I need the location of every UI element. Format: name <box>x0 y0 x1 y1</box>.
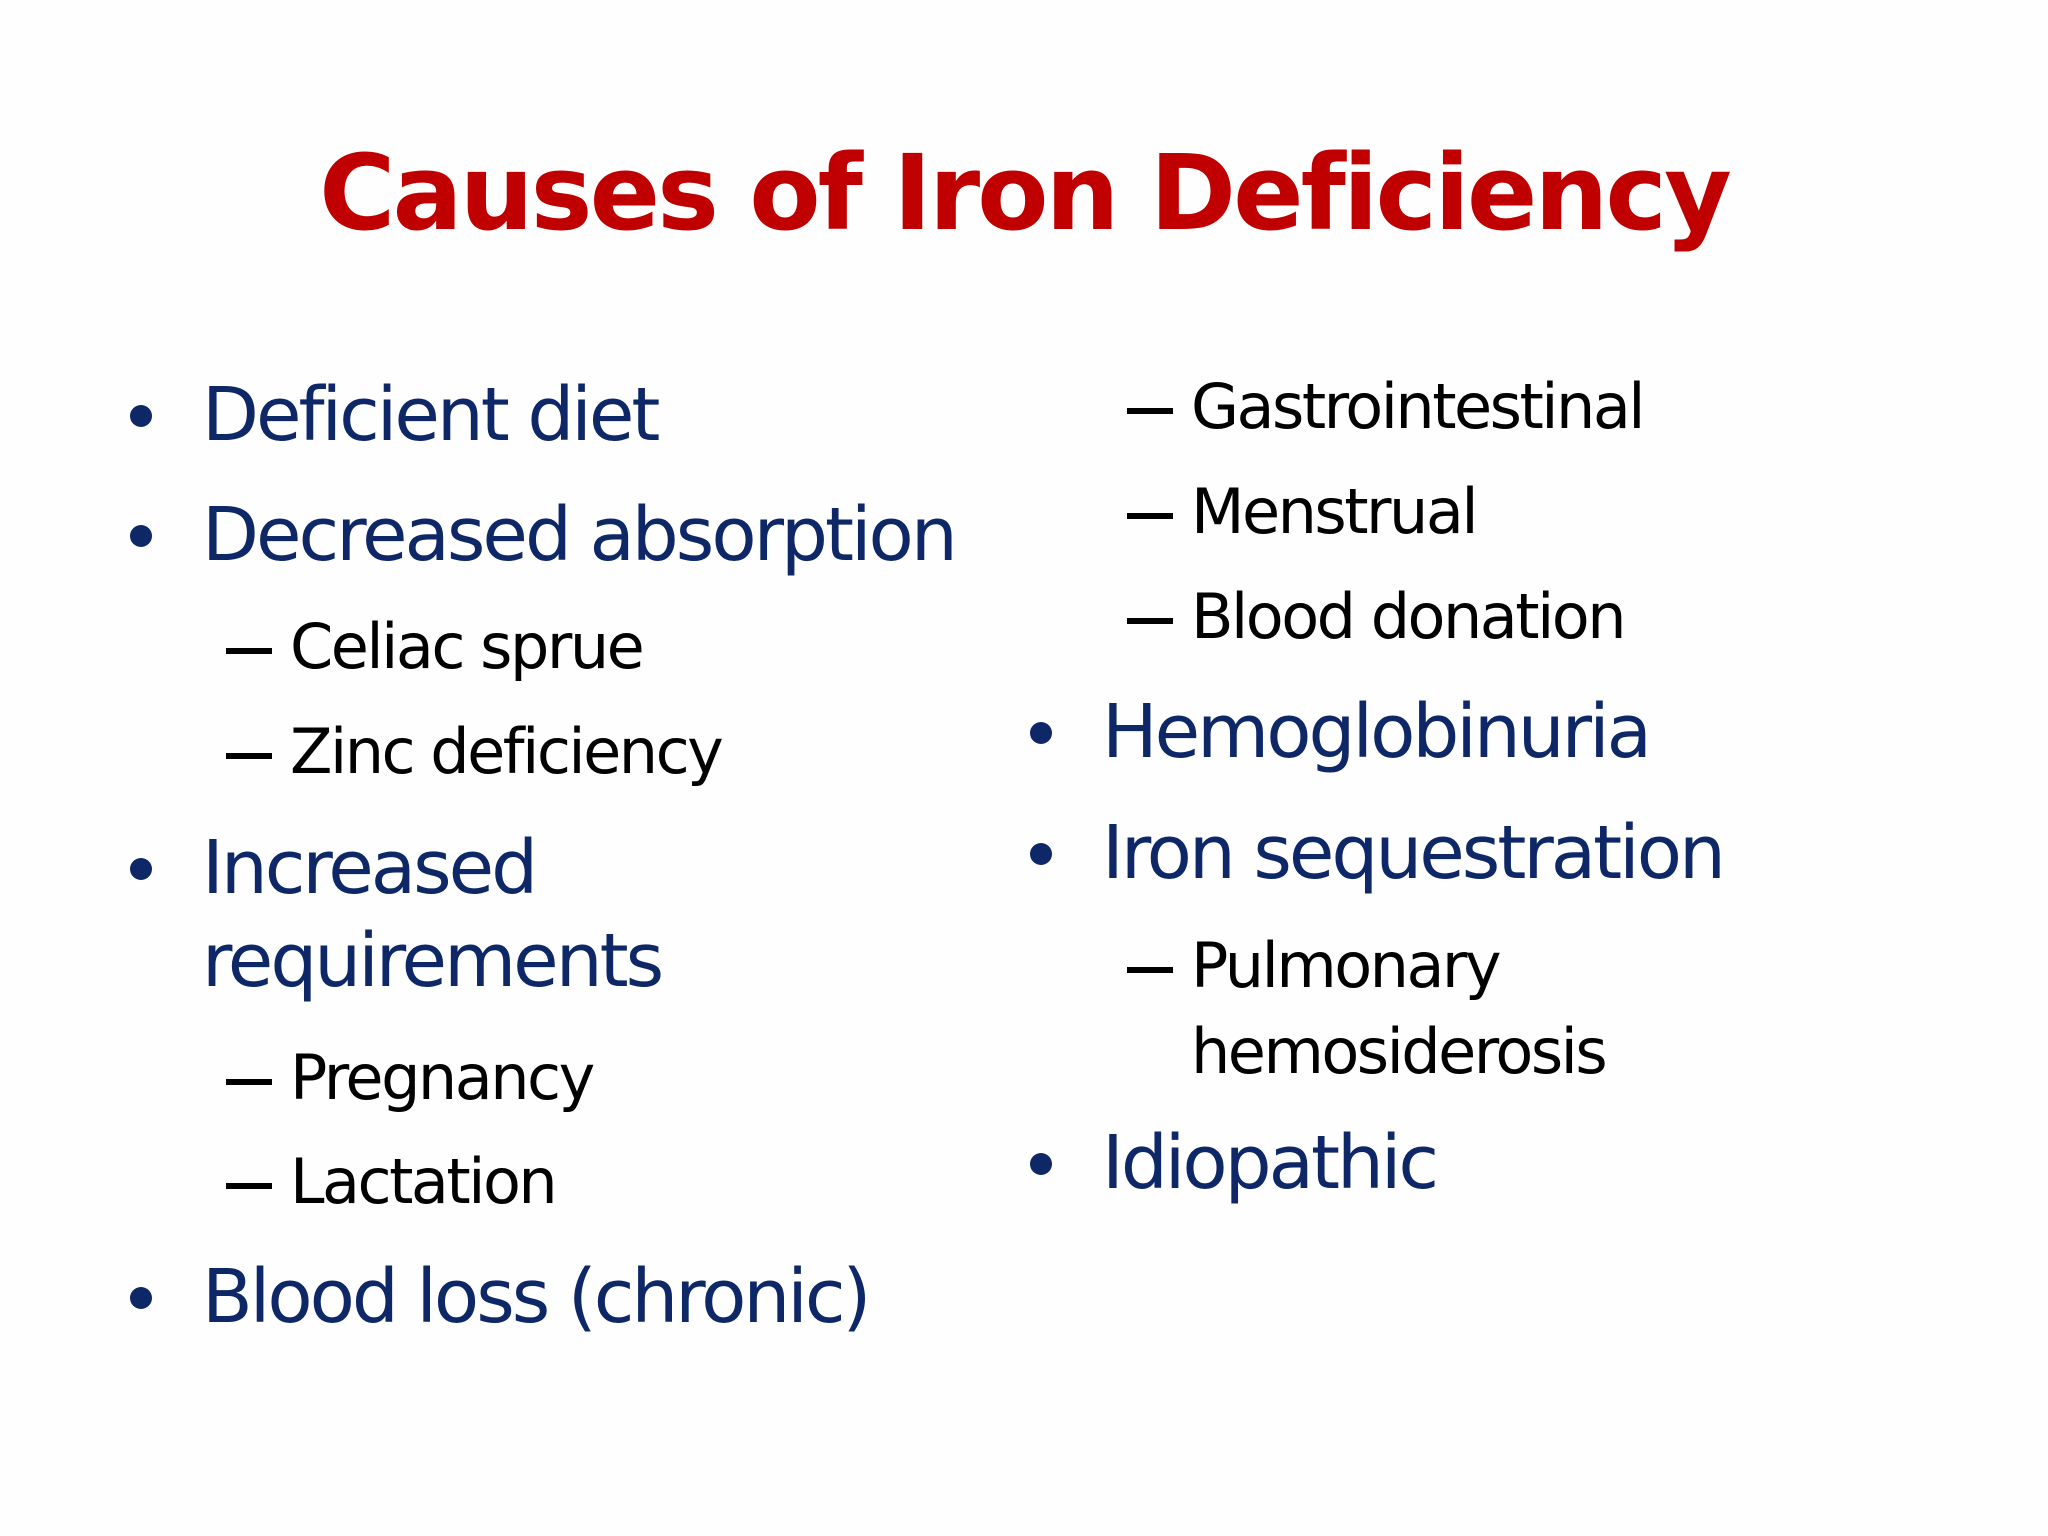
dash-icon <box>226 1183 272 1189</box>
sub-item-text: Gastrointestinal <box>1191 370 1646 443</box>
dash-icon <box>1127 618 1173 624</box>
bullet-dot-icon <box>130 525 152 547</box>
bullet-text: Deficient diet <box>202 372 660 458</box>
dash-icon <box>226 648 272 654</box>
bullet-text: Iron sequestration <box>1102 810 1726 896</box>
bullet-dot-icon <box>130 1287 152 1309</box>
bullet-text: Blood loss (chronic) <box>202 1254 871 1340</box>
bullet-text: Idiopathic <box>1102 1120 1439 1206</box>
sub-item-text: Pregnancy <box>290 1041 595 1114</box>
slide-title: Causes of Iron Deficiency <box>319 132 1732 254</box>
bullet-text-continuation: requirements <box>202 918 664 1004</box>
bullet-dot-icon <box>1030 1153 1052 1175</box>
bullet-text: Hemoglobinuria <box>1102 689 1652 775</box>
sub-item-text: Pulmonary <box>1191 929 1502 1002</box>
bullet-dot-icon <box>130 858 152 880</box>
bullet-text: Decreased absorption <box>202 492 958 578</box>
dash-icon <box>1127 408 1173 414</box>
dash-icon <box>226 753 272 759</box>
sub-item-text: Zinc deficiency <box>290 715 724 788</box>
sub-item-text: Lactation <box>290 1145 558 1218</box>
bullet-dot-icon <box>130 405 152 427</box>
sub-item-text-continuation: hemosiderosis <box>1191 1015 1608 1088</box>
dash-icon <box>1127 967 1173 973</box>
dash-icon <box>1127 513 1173 519</box>
bullet-text: Increased <box>202 825 538 911</box>
bullet-dot-icon <box>1030 722 1052 744</box>
sub-item-text: Blood donation <box>1191 580 1627 653</box>
dash-icon <box>226 1079 272 1085</box>
sub-item-text: Menstrual <box>1191 475 1479 548</box>
bullet-dot-icon <box>1030 843 1052 865</box>
sub-item-text: Celiac sprue <box>290 610 645 683</box>
